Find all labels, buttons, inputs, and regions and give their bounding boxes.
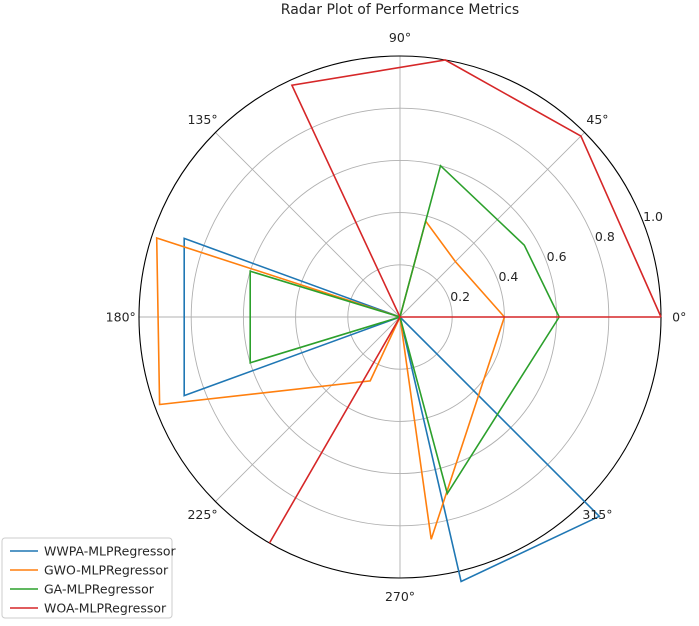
legend: WWPA-MLPRegressor GWO-MLPRegressor GA-MLPR… xyxy=(1,537,177,619)
angle-tick-label-3: 135° xyxy=(187,112,217,127)
series-line-0 xyxy=(183,237,601,583)
legend-label-3: WOA-MLPRegressor xyxy=(44,601,167,616)
radial-tick-label-1: 0.4 xyxy=(498,269,518,284)
angle-tick-label-5: 225° xyxy=(187,507,217,522)
radial-tick-label-0: 0.2 xyxy=(450,289,470,304)
legend-box xyxy=(1,537,173,619)
radial-tick-label-4: 1.0 xyxy=(643,209,663,224)
chart-title: Radar Plot of Performance Metrics xyxy=(281,2,519,18)
angle-tick-label-4: 180° xyxy=(106,310,136,325)
legend-label-2: GA-MLPRegressor xyxy=(44,582,155,597)
series-line-3 xyxy=(268,59,662,544)
grid-spoke-3 xyxy=(215,132,401,318)
legend-label-1: GWO-MLPRegressor xyxy=(44,563,169,578)
angle-tick-label-6: 270° xyxy=(385,589,415,604)
series-lines xyxy=(155,59,662,583)
legend-label-0: WWPA-MLPRegressor xyxy=(44,544,177,559)
series-2 xyxy=(249,164,560,496)
angle-tick-label-0: 0° xyxy=(672,310,686,325)
angle-tick-label-2: 90° xyxy=(389,30,411,45)
grid-spoke-5 xyxy=(215,316,401,502)
series-0 xyxy=(183,237,601,583)
grid-spoke-1 xyxy=(399,132,585,318)
series-line-2 xyxy=(249,164,560,496)
radial-tick-label-3: 0.8 xyxy=(595,229,615,244)
radial-tick-label-2: 0.6 xyxy=(547,249,567,264)
angle-tick-label-7: 315° xyxy=(582,507,612,522)
series-1 xyxy=(155,219,506,540)
angle-tick-label-1: 45° xyxy=(586,112,608,127)
series-3 xyxy=(268,59,662,544)
tick-labels: 0° 45° 90° 135° 180° 225° 270° 315° 0.2 0.4 0.6 0.8… xyxy=(106,30,687,604)
series-line-1 xyxy=(155,219,506,540)
